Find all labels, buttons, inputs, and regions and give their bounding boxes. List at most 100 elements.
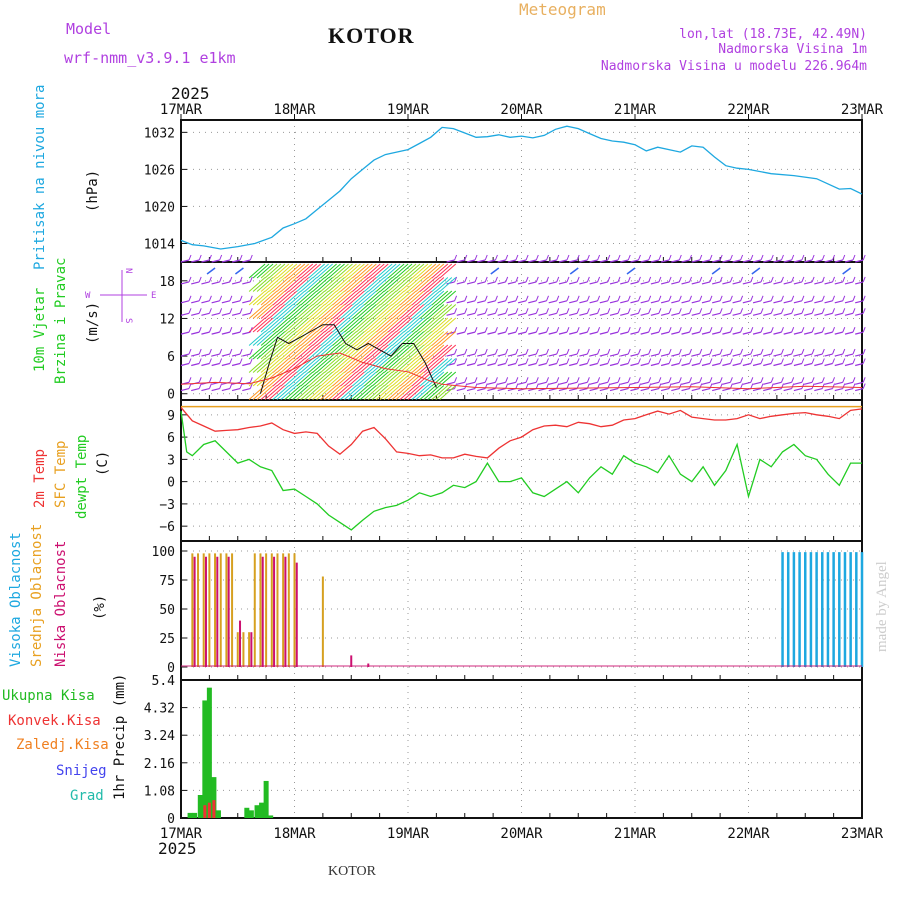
wind-barb [231,300,241,304]
wind-barb [814,312,823,316]
wind-barb [497,259,506,263]
compass-rose: W E N S [85,268,156,323]
wind-barb-storm [387,371,405,387]
wind-barb-storm [348,358,365,373]
wind-barb-flag [678,276,682,283]
compass-south: S [123,318,133,323]
wind-barb-flag [556,358,560,364]
wind-barb-storm [252,344,270,360]
wind-barb-storm [260,304,278,319]
wind-barb-flag [852,383,856,389]
wind-barb-flag [597,308,601,314]
wind-barb-flag [249,254,253,261]
wind-barb-flag [474,358,478,364]
wind-barb [650,331,660,335]
wind-barb-flag [239,308,243,314]
wind-barb-flag [249,377,253,383]
wind-barb [579,362,588,367]
wind-barb-flag [464,377,468,383]
wind-barb-flag [586,254,590,261]
wind-barb-storm [272,304,290,319]
wind-barb-flag [464,254,468,261]
wind-barb [763,381,772,385]
elevation-label: Nadmorska Visina 1m [718,42,867,57]
wind-barb [752,281,762,285]
wind-barb-storm [268,290,286,306]
wind-barb-flag [239,383,243,389]
wind-barb [211,388,220,392]
wind-barb-storm [411,304,429,319]
wind-arrow [490,267,500,275]
wind-barb-storm [415,263,433,279]
wind-gust-line [259,324,437,394]
wind-barb [466,388,476,392]
wind-barb-storm [435,358,453,373]
wind-barb-storm [308,304,326,319]
wind-barb-flag [760,295,764,301]
compass-north: N [123,268,133,273]
wind-barb [517,362,527,367]
total-precip-legend: Ukupna Kisa [2,688,95,704]
wind-barb [844,331,854,335]
wind-barb-storm [371,385,389,400]
wind-barb [497,312,506,316]
wind-barb-storm [308,317,326,333]
wind-barb-flag [648,254,652,261]
wind-barb-flag [484,377,488,383]
high-cloud-ylabel: Visoka Oblacnost [8,532,24,667]
wind-barb [456,300,465,304]
wind-barb-storm [284,344,302,360]
wind-barb-storm [316,344,333,360]
wind-barb [855,362,864,367]
wind-barb-storm [348,331,365,346]
wind-barb-flag [586,348,590,355]
wind-barb [671,388,680,392]
wind-barb-flag [566,276,570,283]
wind-barb-storm [356,344,373,360]
wind-barb [579,331,588,335]
wind-barb-storm [427,304,445,319]
precip-bar [263,780,269,818]
wind-barb-storm [296,385,314,400]
wind-barb [793,353,803,357]
wind-barb [456,353,465,357]
wind-barb-flag [484,295,488,301]
wind-barb-storm [280,290,298,306]
wind-barb-storm [272,358,290,373]
wind-barb [620,388,629,392]
wind-barb [701,353,711,357]
wind-barb-storm [248,277,266,292]
wind-barb-storm [300,331,318,346]
wind-barb-flag [821,308,825,314]
wind-barb [712,381,721,385]
wind-barb-flag [770,348,774,355]
wind-barb-flag [709,348,713,355]
wind-barb-storm [328,317,345,333]
wind-barb-flag [188,383,192,389]
wind-barb [558,381,568,385]
wind-barb [538,312,547,316]
wind-barb [517,353,527,357]
wind-barb-flag [791,377,795,383]
wind-barb [752,381,762,385]
precip-bar [187,812,193,818]
wind-barb-flag [648,295,652,301]
wind-barb-flag [709,254,713,261]
xtick-label-bottom: 21MAR [614,826,657,842]
wind-barb-storm [367,277,385,292]
wind-barb [844,300,854,304]
wind-barb [538,353,547,357]
wind-barb [803,331,813,335]
wind-barb [803,300,813,304]
wind-barb [446,312,455,316]
wind-barb-flag [188,308,192,314]
wind-barb-storm [288,331,306,346]
wind-barb [599,331,608,335]
wind-barb-storm [360,385,377,400]
wind-barb-storm [332,331,349,346]
wind-barb-storm [431,290,449,306]
wind-barb [814,362,823,367]
model-name: wrf-nmm_v3.9.1 e1km [64,49,236,67]
wind-barb-flag [811,308,815,314]
wind-barb-flag [842,383,846,389]
